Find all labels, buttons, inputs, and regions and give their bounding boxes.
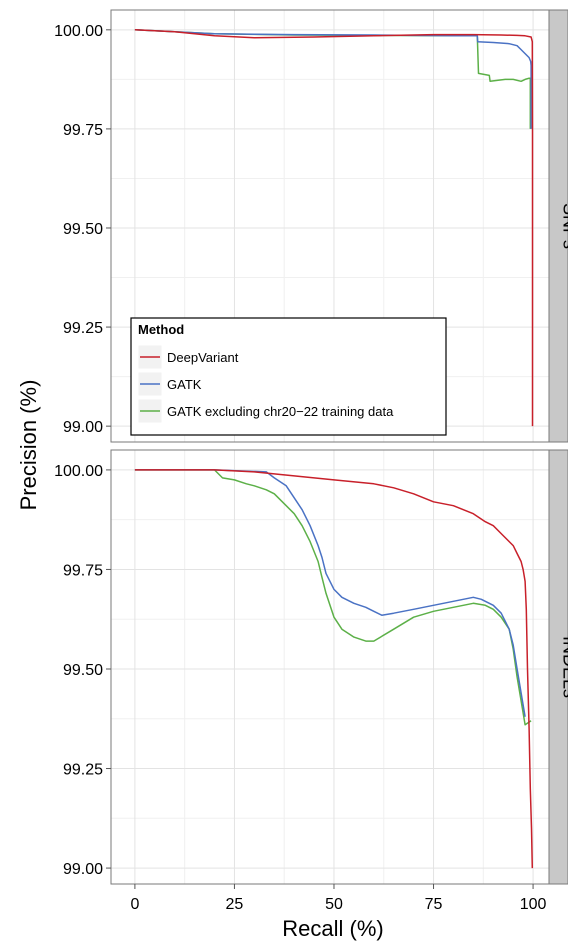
y-tick-label: 99.75 — [63, 562, 103, 579]
legend-title: Method — [138, 322, 184, 337]
facet-strip — [548, 9, 568, 443]
x-tick-label: 100 — [520, 896, 547, 913]
plot-background — [111, 450, 549, 884]
legend-entry-label: DeepVariant — [167, 350, 239, 365]
x-tick-label: 50 — [325, 896, 343, 913]
axes: 100.00 99.75 99.50 99.25 99.00 100.00 99.75 99.… — [54, 23, 546, 913]
y-tick-label: 99.00 — [63, 861, 103, 878]
facet-strip — [548, 449, 568, 885]
legend-entry-label: GATK — [167, 377, 202, 392]
facet-label: SNPs — [560, 203, 568, 249]
y-axis-label: Precision (%) — [16, 380, 41, 511]
series-line-gatk — [134, 469, 526, 717]
y-tick-label: 99.25 — [63, 320, 103, 337]
y-tick-label: 99.00 — [63, 419, 103, 436]
x-tick-label: 75 — [425, 896, 443, 913]
legend: Method DeepVariant GATK GATK excluding chr… — [130, 317, 447, 436]
y-tick-label: 99.75 — [63, 122, 103, 139]
y-tick-label: 100.00 — [54, 23, 103, 40]
x-tick-label: 0 — [130, 896, 139, 913]
y-tick-label: 99.50 — [63, 662, 103, 679]
x-axis-label: Recall (%) — [282, 916, 383, 941]
series-line-gatk — [134, 29, 532, 129]
x-tick-label: 25 — [226, 896, 244, 913]
y-tick-label: 99.50 — [63, 221, 103, 238]
legend-entry-label: GATK excluding chr20−22 training data — [167, 404, 394, 419]
y-tick-label: 100.00 — [54, 463, 103, 480]
legend-box — [130, 317, 447, 436]
series-line-deepvariant — [134, 29, 534, 427]
series-line-deepvariant — [134, 469, 534, 869]
indels-panel: INDELs — [110, 449, 568, 885]
series-line-gatk-excluding-chr20-22-training-data — [134, 469, 532, 726]
y-tick-label: 99.25 — [63, 762, 103, 779]
facet-label: INDELs — [560, 636, 568, 698]
